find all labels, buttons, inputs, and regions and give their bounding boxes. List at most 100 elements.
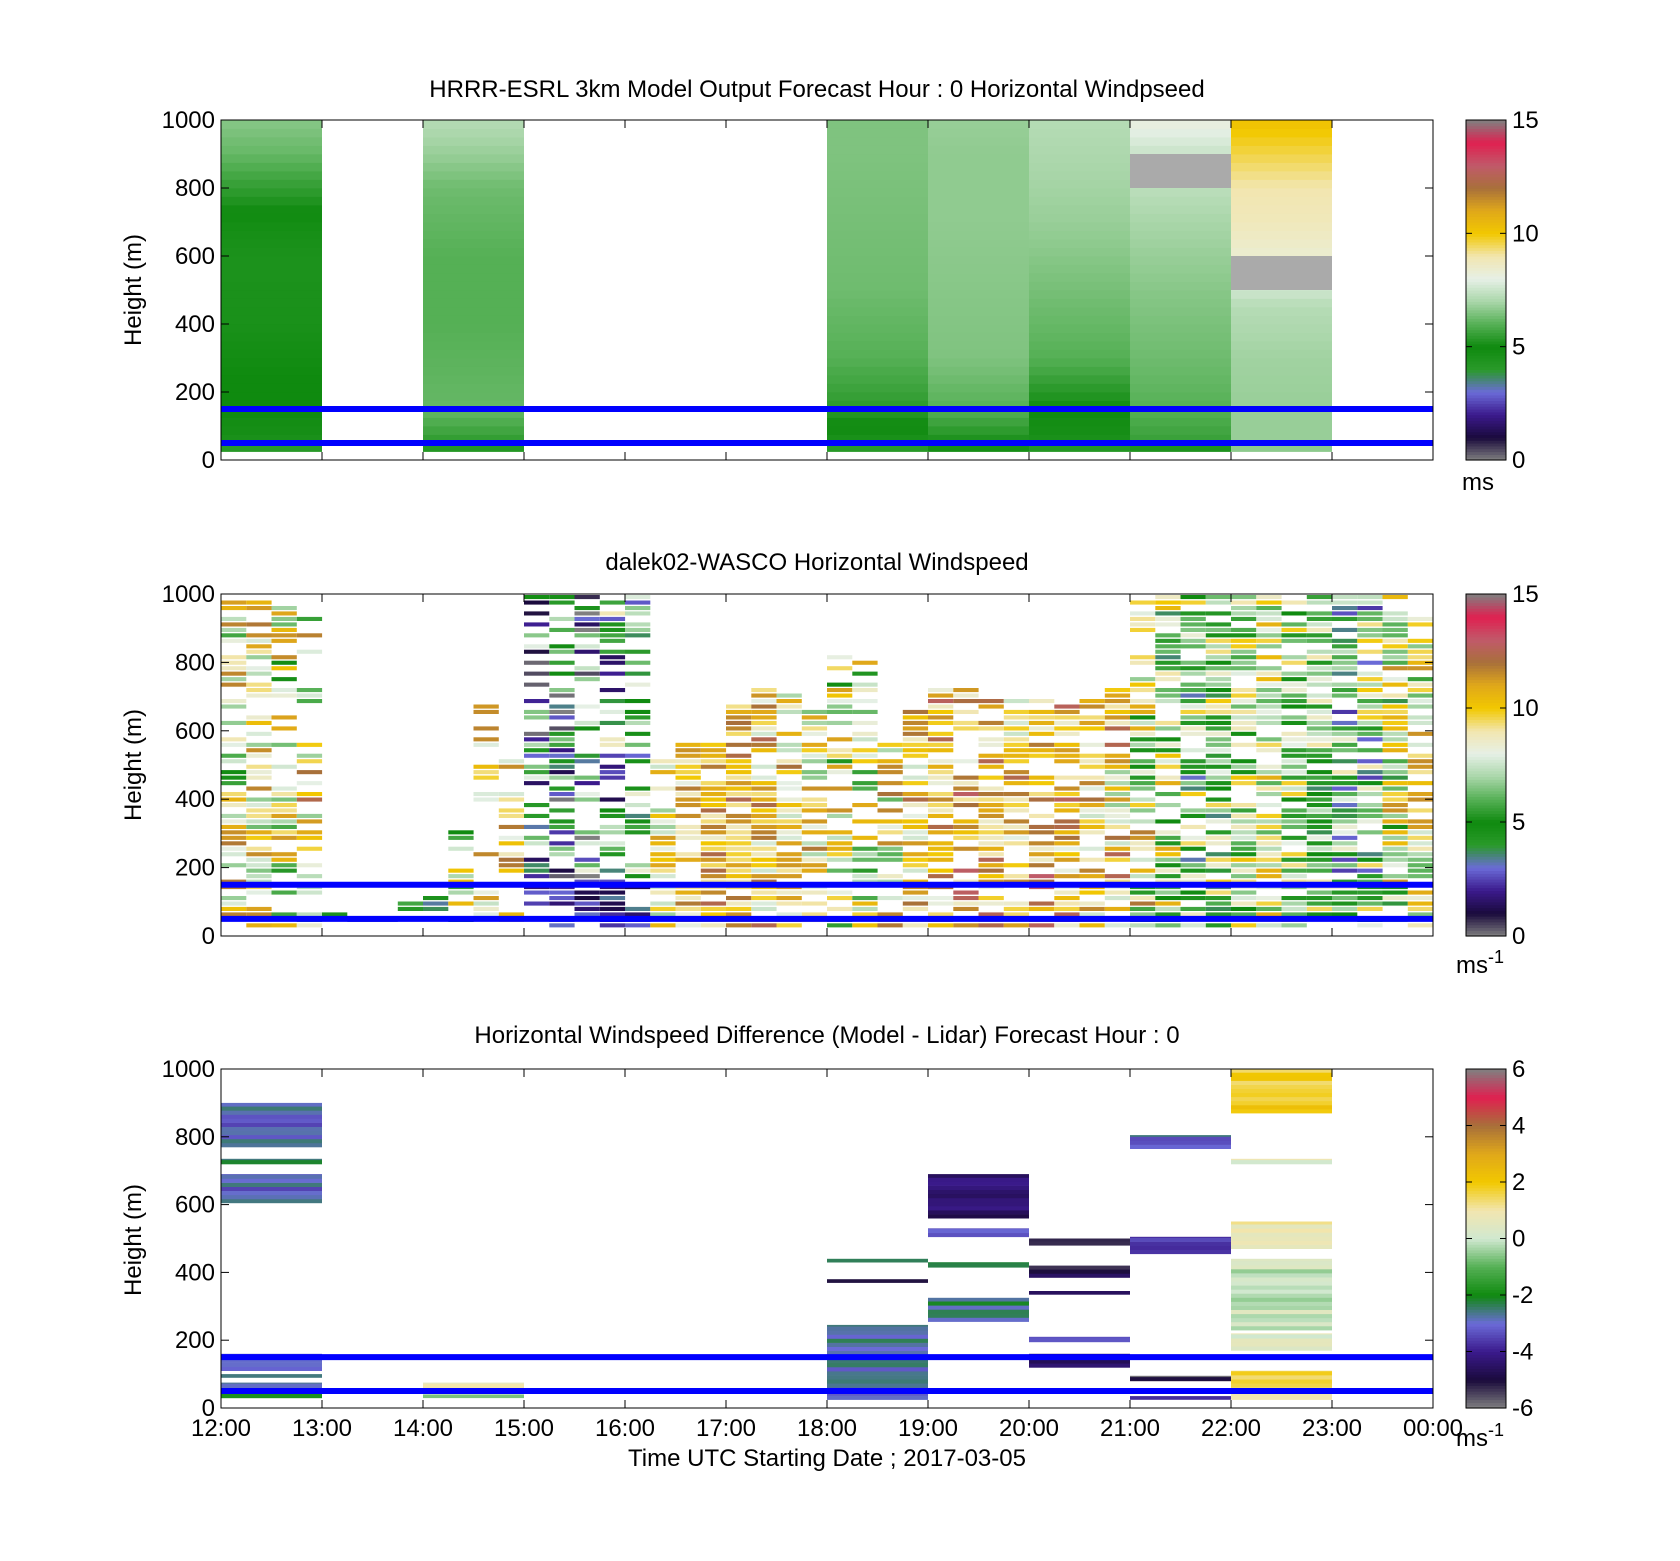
data-cell xyxy=(221,704,247,709)
data-cell xyxy=(221,852,247,857)
data-cell xyxy=(1256,748,1282,753)
colorbar-tick-label: 2 xyxy=(1512,1169,1525,1196)
data-cell xyxy=(1079,775,1105,780)
colorbar-segment xyxy=(1466,807,1506,812)
data-cell xyxy=(1130,239,1231,248)
data-cell xyxy=(675,742,701,747)
data-cell xyxy=(271,852,297,857)
data-cell xyxy=(1205,737,1232,742)
data-cell xyxy=(498,764,525,769)
data-cell xyxy=(1407,797,1434,802)
data-cell xyxy=(928,400,1029,410)
colorbar-segment xyxy=(1466,924,1506,929)
data-cell xyxy=(599,709,626,714)
data-cell xyxy=(1332,742,1358,747)
data-cell xyxy=(221,759,247,764)
data-cell xyxy=(1231,1383,1332,1388)
data-cell xyxy=(1104,879,1131,884)
data-cell xyxy=(978,759,1004,764)
data-cell xyxy=(1382,824,1408,829)
data-cell xyxy=(1155,600,1181,605)
y-tick-label: 800 xyxy=(175,1124,215,1151)
data-cell xyxy=(1130,835,1156,840)
data-cell xyxy=(1003,737,1030,742)
data-cell xyxy=(221,307,322,316)
data-cell xyxy=(1382,759,1408,764)
data-cell xyxy=(1231,813,1257,818)
data-cell xyxy=(928,748,954,753)
colorbar-tick-label: 5 xyxy=(1512,809,1525,836)
data-cell xyxy=(625,649,651,654)
data-cell xyxy=(1130,324,1231,333)
data-cell xyxy=(1205,595,1232,600)
data-cell xyxy=(1180,726,1206,731)
colorbar-segment xyxy=(1466,409,1506,413)
data-cell xyxy=(599,846,626,851)
data-cell xyxy=(1180,748,1206,753)
data-cell xyxy=(473,912,499,917)
data-cell xyxy=(271,863,297,868)
data-cell xyxy=(423,375,524,384)
colorbar-segment xyxy=(1466,759,1506,763)
data-cell xyxy=(902,781,929,786)
data-cell xyxy=(827,137,928,146)
data-cell xyxy=(675,764,701,769)
data-cell xyxy=(1281,901,1307,906)
data-cell xyxy=(650,770,676,775)
data-cell xyxy=(1382,595,1408,600)
data-cell xyxy=(1029,154,1130,163)
colorbar-segment xyxy=(1466,893,1506,897)
data-cell xyxy=(1130,315,1231,325)
data-cell xyxy=(1306,704,1333,709)
data-cell xyxy=(928,1210,1029,1215)
data-cell xyxy=(625,803,651,808)
data-cell xyxy=(1382,742,1408,747)
data-cell xyxy=(1332,660,1358,665)
data-cell xyxy=(1332,693,1358,698)
data-cell xyxy=(978,699,1004,704)
data-cell xyxy=(1407,616,1434,621)
data-cell xyxy=(1130,196,1231,206)
data-cell xyxy=(1231,1096,1332,1102)
data-cell xyxy=(1281,792,1307,797)
data-cell xyxy=(827,693,853,698)
data-cell xyxy=(524,682,550,687)
data-cell xyxy=(675,857,701,862)
data-cell xyxy=(524,764,550,769)
colorbar-segment xyxy=(1466,827,1506,832)
data-cell xyxy=(1029,1265,1130,1270)
data-cell xyxy=(726,835,752,840)
colorbar-segment xyxy=(1466,1374,1506,1378)
data-cell xyxy=(1180,616,1206,621)
data-cell xyxy=(625,912,651,917)
data-cell xyxy=(751,896,777,901)
data-cell xyxy=(675,906,701,911)
data-cell xyxy=(1231,627,1257,632)
data-cell xyxy=(1029,179,1130,189)
data-cell xyxy=(473,704,499,709)
colorbar-segment xyxy=(1466,822,1506,826)
colorbar-segment xyxy=(1466,335,1506,339)
data-cell xyxy=(776,896,802,901)
data-cell xyxy=(1281,655,1307,660)
data-cell xyxy=(1180,720,1206,725)
colorbar-segment xyxy=(1466,159,1506,164)
data-cell xyxy=(776,742,802,747)
colorbar-unit-exponent: -1 xyxy=(1488,1420,1504,1440)
data-cell xyxy=(776,693,802,698)
data-cell xyxy=(271,792,297,797)
data-cell xyxy=(1155,748,1181,753)
data-cell xyxy=(524,595,550,600)
data-cell xyxy=(296,819,323,824)
data-cell xyxy=(1104,890,1131,895)
data-cell xyxy=(473,852,499,857)
data-cell xyxy=(675,813,701,818)
data-cell xyxy=(1180,868,1206,873)
data-cell xyxy=(1407,764,1434,769)
data-cell xyxy=(423,400,524,410)
data-cell xyxy=(726,879,752,884)
colorbar-segment xyxy=(1466,879,1506,883)
data-cell xyxy=(1205,896,1232,901)
data-cell xyxy=(928,154,1029,163)
data-cell xyxy=(877,923,903,928)
